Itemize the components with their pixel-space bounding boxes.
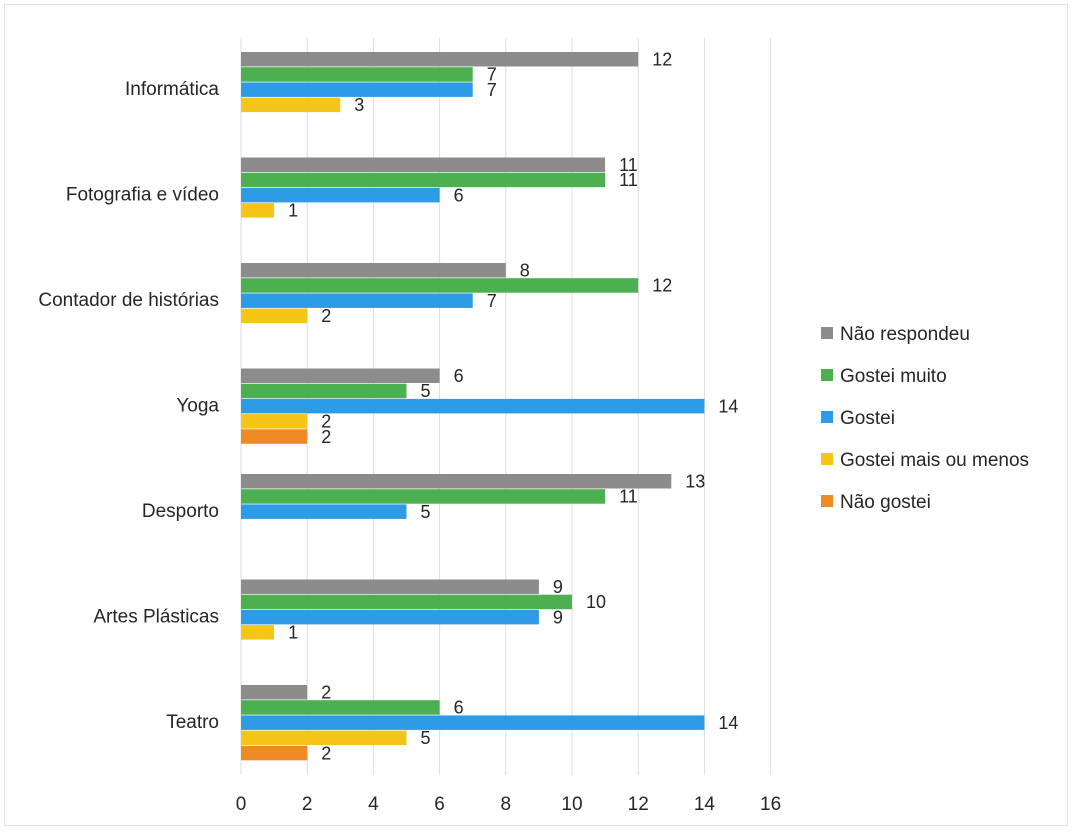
bar — [241, 474, 672, 489]
data-label: 11 — [619, 487, 638, 507]
bar — [241, 429, 308, 444]
bar — [241, 157, 606, 172]
data-label: 14 — [718, 713, 738, 733]
data-label: 6 — [454, 185, 464, 205]
x-tick-label: 8 — [501, 794, 512, 815]
data-label: 5 — [421, 381, 431, 401]
x-tick-label: 0 — [236, 794, 247, 815]
data-label: 2 — [321, 683, 331, 703]
data-label: 8 — [520, 261, 530, 281]
x-tick-label: 12 — [628, 794, 649, 815]
legend-label: Gostei — [840, 408, 895, 429]
bar — [241, 398, 705, 414]
data-label: 1 — [288, 623, 298, 643]
data-label: 5 — [421, 502, 431, 522]
bar — [241, 368, 440, 383]
chart-frame — [4, 4, 1068, 826]
bar — [241, 745, 308, 761]
bar — [241, 609, 539, 625]
bar — [241, 308, 308, 324]
legend-label: Gostei mais ou menos — [840, 450, 1029, 471]
data-label: 7 — [487, 291, 497, 311]
legend-label: Não respondeu — [840, 324, 970, 345]
bar — [241, 579, 539, 594]
bars — [241, 52, 705, 761]
data-label: 12 — [652, 50, 672, 70]
x-tick-label: 10 — [561, 794, 582, 815]
x-tick-label: 16 — [760, 794, 781, 815]
bar — [241, 489, 606, 504]
data-label: 11 — [619, 155, 638, 175]
bar — [241, 730, 407, 746]
bar — [241, 82, 473, 97]
bar — [241, 187, 440, 203]
data-label: 3 — [354, 95, 364, 115]
bar — [241, 715, 705, 730]
bar — [241, 52, 639, 67]
legend-label: Não gostei — [840, 492, 931, 513]
bar — [241, 414, 308, 429]
bar — [241, 504, 407, 519]
legend: Não respondeu Gostei muito Gostei Gostei ma… — [821, 324, 1029, 513]
x-tick-label: 2 — [302, 794, 313, 815]
category-label: Teatro — [166, 712, 219, 733]
category-label: Contador de histórias — [38, 290, 219, 311]
legend-swatch — [821, 453, 833, 465]
bar — [241, 172, 606, 188]
category-labels: Informática Fotografia e vídeo Contador de… — [38, 79, 219, 733]
data-label: 11 — [619, 170, 638, 190]
data-label: 1 — [288, 201, 298, 221]
bar — [241, 203, 275, 218]
bar — [241, 278, 639, 293]
category-label: Fotografia e vídeo — [66, 185, 219, 206]
data-label: 6 — [454, 698, 464, 718]
data-label: 5 — [421, 728, 431, 748]
data-label: 6 — [454, 366, 464, 386]
category-label: Yoga — [176, 396, 219, 417]
bar — [241, 67, 473, 82]
data-label: 2 — [321, 743, 331, 763]
bar — [241, 97, 341, 113]
legend-swatch — [821, 411, 833, 423]
category-label: Informática — [125, 79, 219, 100]
legend-swatch — [821, 369, 833, 381]
bar — [241, 594, 572, 610]
x-tick-label: 6 — [434, 794, 445, 815]
data-label: 7 — [487, 65, 497, 85]
bar — [241, 293, 473, 308]
data-label: 10 — [586, 592, 606, 612]
bar — [241, 383, 407, 399]
bar — [241, 625, 275, 640]
bar — [241, 700, 440, 715]
legend-swatch — [821, 327, 833, 339]
category-label: Desporto — [142, 501, 219, 522]
data-label: 7 — [487, 80, 497, 100]
legend-swatch — [821, 495, 833, 507]
data-label: 9 — [553, 577, 563, 597]
data-label: 2 — [321, 306, 331, 326]
bar — [241, 685, 308, 700]
data-label: 14 — [718, 396, 738, 416]
x-axis-tick-labels: 0 2 4 6 8 10 12 14 16 — [236, 794, 781, 815]
data-label: 12 — [652, 276, 672, 296]
data-label: 13 — [685, 472, 705, 492]
data-label: 2 — [321, 412, 331, 432]
data-label: 9 — [553, 607, 563, 627]
data-label: 2 — [321, 427, 331, 447]
bar — [241, 263, 506, 278]
x-tick-label: 14 — [694, 794, 716, 815]
category-label: Artes Plásticas — [93, 607, 219, 628]
legend-label: Gostei muito — [840, 366, 947, 387]
x-tick-label: 4 — [368, 794, 379, 815]
